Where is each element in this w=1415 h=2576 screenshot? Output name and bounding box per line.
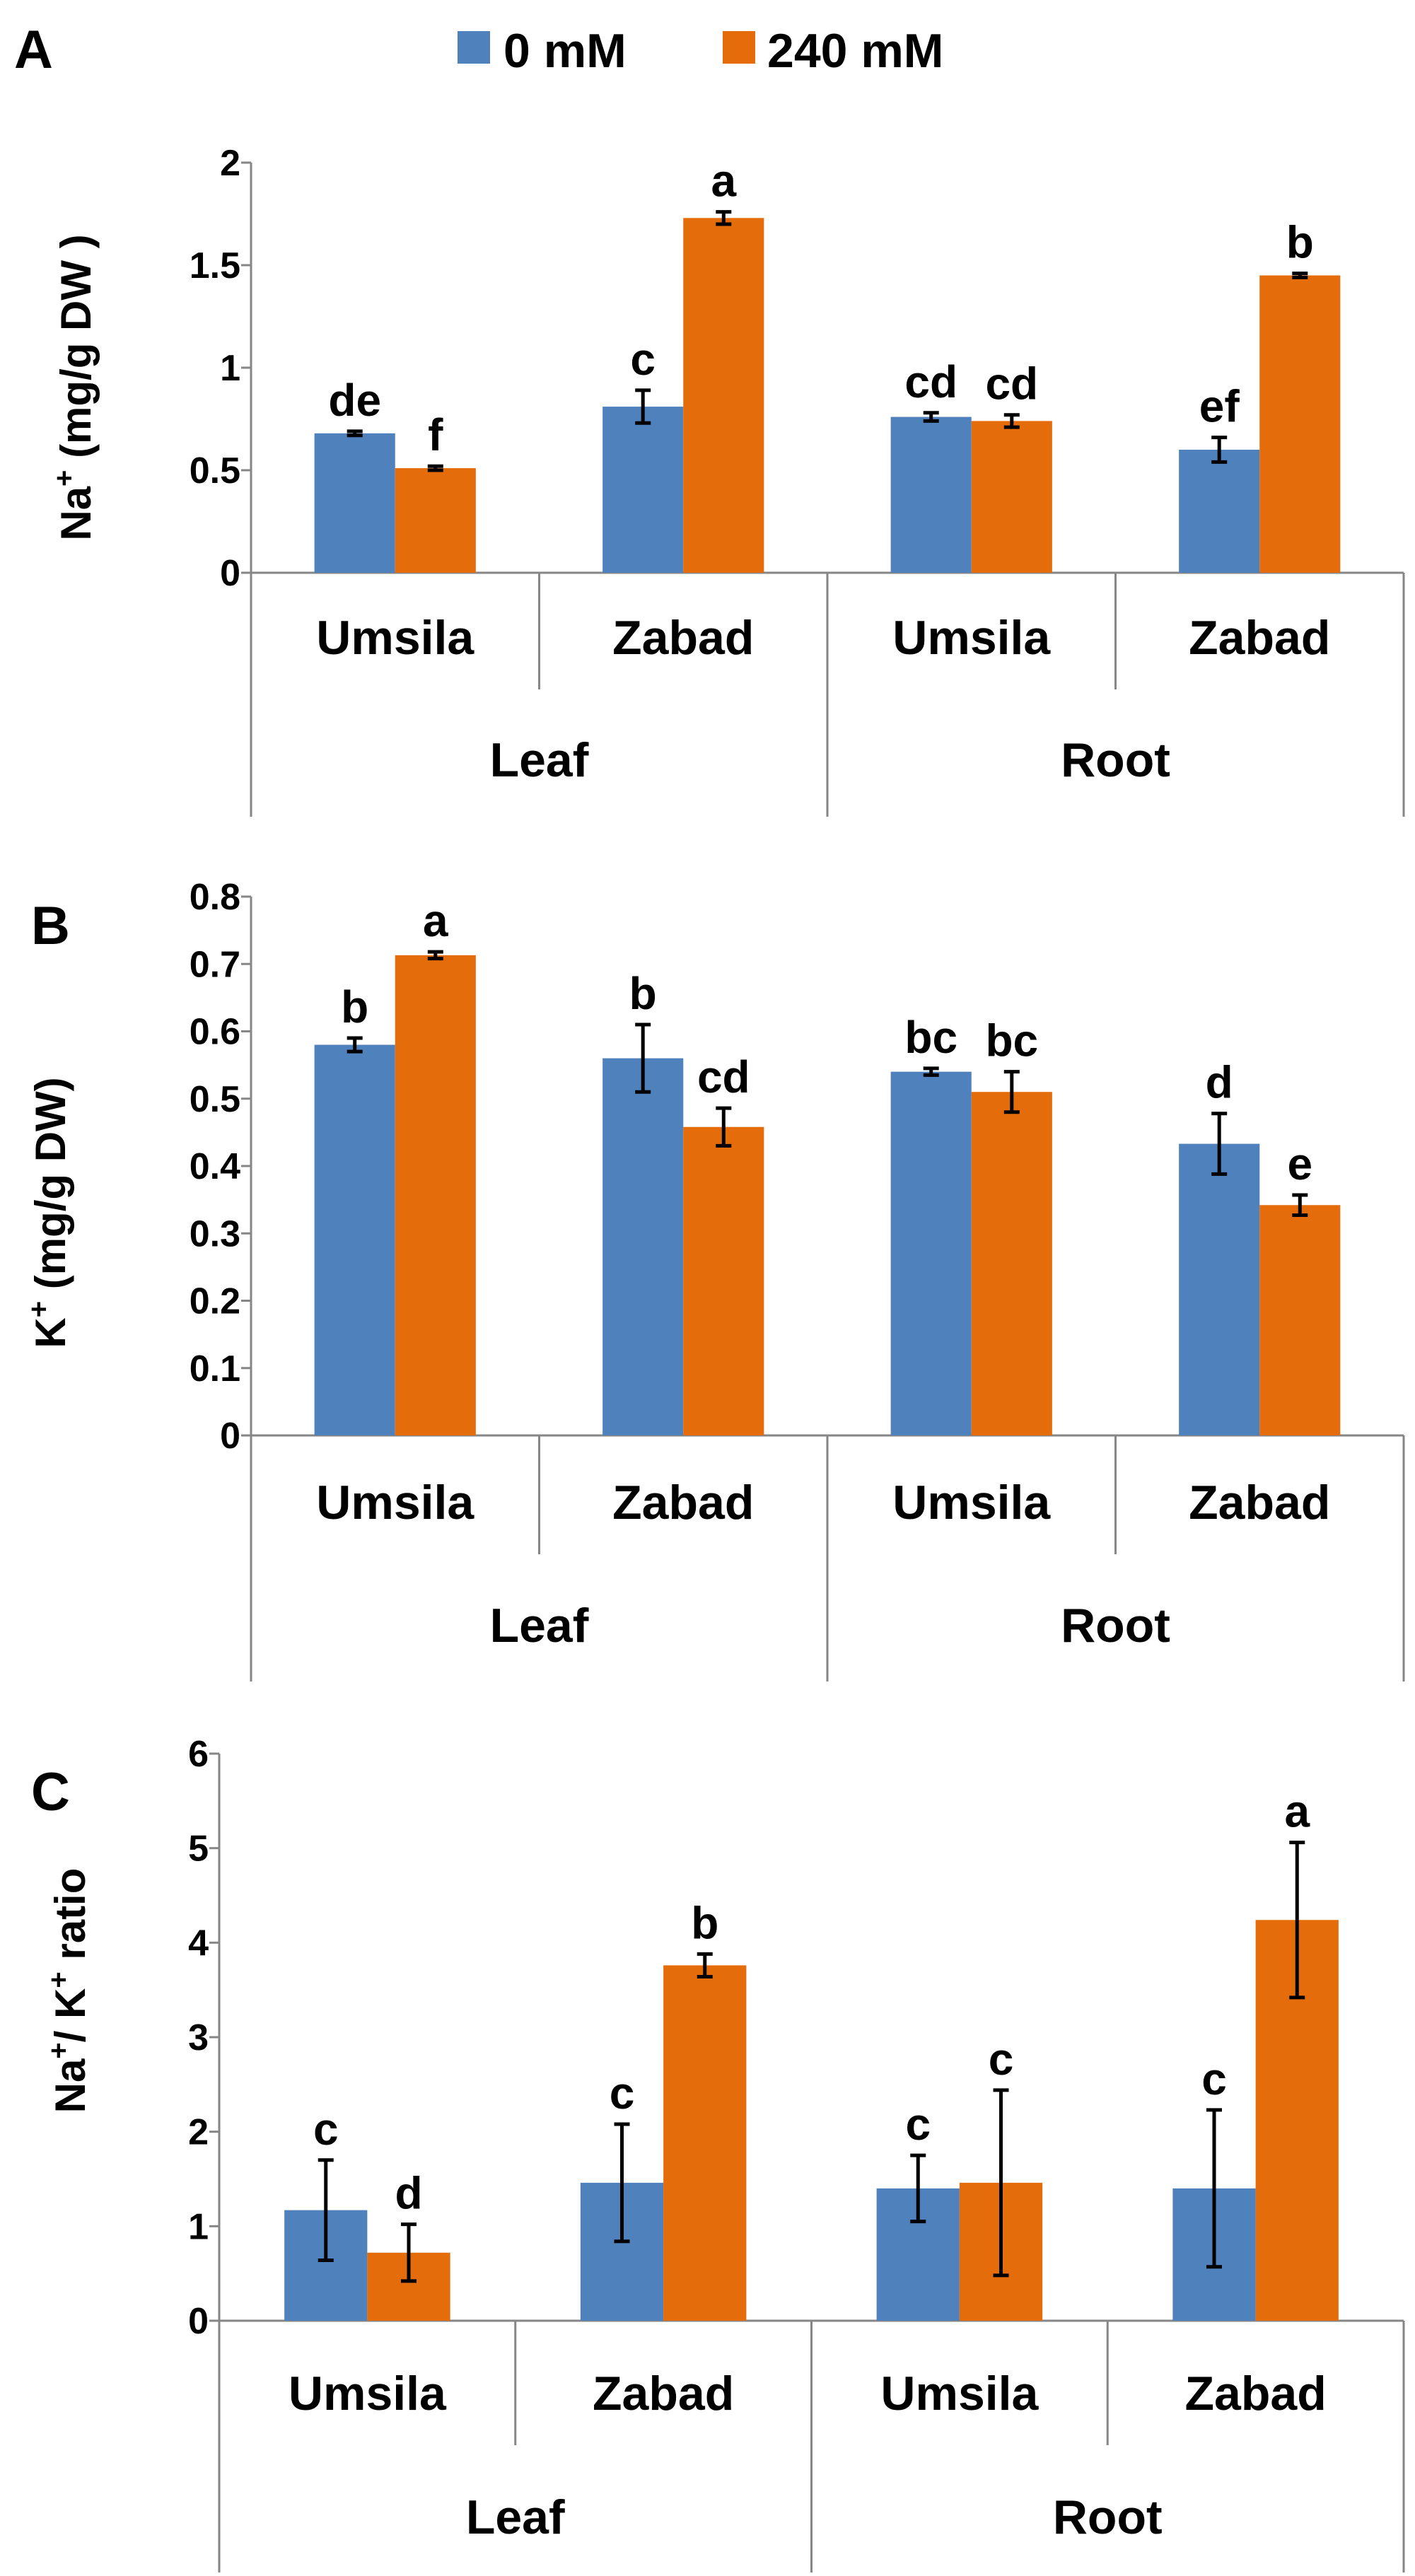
- panel-a-y-axis-title: Na+ (mg/g DW ): [49, 234, 100, 540]
- panel-c-y-tick-label: 1: [188, 2206, 209, 2247]
- panel-a-bar-240mM: [683, 218, 764, 573]
- panel-b-y-tick-label: 0.8: [190, 877, 240, 918]
- panel-a-significance-letter: de: [328, 375, 381, 426]
- panel-c-significance-letter: c: [1201, 2053, 1227, 2104]
- panel-b-group-label: Root: [1061, 1599, 1170, 1653]
- panel-b-bar-0mM: [1179, 1143, 1260, 1435]
- panel-a-significance-letter: f: [428, 409, 443, 460]
- panel-c-category-label: Umsila: [289, 2367, 447, 2420]
- panel-b-category-label: Umsila: [316, 1476, 474, 1529]
- panel-c-significance-letter: c: [610, 2068, 635, 2119]
- panel-a-significance-letter: b: [1286, 217, 1314, 268]
- panel-c-category-label: Zabad: [1185, 2367, 1327, 2420]
- panel-b-significance-letter: a: [423, 895, 448, 946]
- panel-b-bar-0mM: [314, 1044, 395, 1435]
- panel-b-significance-letter: d: [1206, 1057, 1233, 1108]
- legend: 0 mM 240 mM: [458, 24, 943, 78]
- panel-c-y-tick-label: 4: [188, 1923, 209, 1964]
- panel-b-category-label: Zabad: [612, 1476, 754, 1529]
- panel-a-significance-letter: cd: [904, 356, 957, 407]
- panel-b-category-label: Zabad: [1189, 1476, 1330, 1529]
- panel-b-significance-letter: cd: [697, 1051, 750, 1102]
- panel-c-category-label: Umsila: [880, 2367, 1039, 2420]
- panel-a-bar-240mM: [1259, 275, 1341, 573]
- panel-b-category-label: Umsila: [892, 1476, 1051, 1529]
- panel-letter-a: A: [14, 20, 53, 80]
- panel-a-bar-0mM: [602, 407, 684, 573]
- panel-b-y-tick-label: 0: [220, 1416, 240, 1457]
- panel-a-significance-letter: cd: [985, 359, 1038, 409]
- panel-a-y-tick-label: 0: [220, 553, 240, 594]
- panel-b-chart: 00.10.20.30.40.50.60.70.8baUmsilabcdZaba…: [190, 877, 1405, 1682]
- panel-c-significance-letter: b: [691, 1897, 718, 1948]
- panel-c-significance-letter: c: [313, 2104, 339, 2155]
- panel-c-bar-240mM: [663, 1965, 747, 2321]
- panel-c-y-tick-label: 0: [188, 2301, 209, 2342]
- panel-c-y-tick-label: 2: [188, 2112, 209, 2153]
- panel-a-bar-240mM: [971, 421, 1052, 573]
- panel-a-significance-letter: a: [711, 156, 737, 206]
- panel-b-group-label: Leaf: [490, 1599, 589, 1653]
- panel-letter-b: B: [31, 896, 70, 956]
- panel-a-category-label: Zabad: [1189, 611, 1330, 665]
- panel-b-significance-letter: b: [341, 981, 368, 1032]
- panel-c-significance-letter: c: [905, 2099, 931, 2150]
- panel-a-category-label: Umsila: [892, 611, 1051, 665]
- panel-b-bar-240mM: [683, 1126, 764, 1435]
- panel-a-significance-letter: c: [630, 334, 656, 385]
- panel-a-y-tick-label: 2: [220, 143, 240, 184]
- panel-c-significance-letter: c: [989, 2034, 1014, 2085]
- panel-a-group-label: Root: [1061, 733, 1170, 787]
- panel-a-significance-letter: ef: [1199, 381, 1240, 432]
- panel-c-category-label: Zabad: [593, 2367, 734, 2420]
- panel-c-chart: 0 1 2 3 4 5 6 c d Umsila c b Zabad c c Umsila c a Zabad Lea…: [188, 1734, 1405, 2572]
- panel-c-y-tick-label: 6: [188, 1734, 209, 1775]
- panel-b-bar-0mM: [602, 1058, 684, 1435]
- panel-a-group-label: Leaf: [490, 733, 589, 787]
- panel-a-y-tick-label: 1: [220, 348, 240, 389]
- panel-letter-c: C: [31, 1762, 70, 1822]
- panel-b-significance-letter: b: [629, 968, 657, 1019]
- panel-b-significance-letter: e: [1288, 1138, 1313, 1189]
- panel-c-significance-letter: a: [1284, 1786, 1310, 1837]
- panel-b-y-axis-title: K+ (mg/g DW): [23, 1077, 74, 1348]
- panel-b-bar-240mM: [971, 1092, 1052, 1435]
- panel-c-y-tick-label: 5: [188, 1829, 209, 1870]
- panel-a-category-label: Zabad: [612, 611, 754, 665]
- panel-b-y-tick-label: 0.3: [190, 1213, 240, 1254]
- panel-b-y-tick-label: 0.1: [190, 1348, 240, 1389]
- panel-b-bar-0mM: [890, 1071, 972, 1435]
- legend-swatch-240mM: [723, 31, 755, 64]
- panel-a-y-tick-label: 1.5: [190, 245, 240, 286]
- panel-b-significance-letter: bc: [985, 1015, 1038, 1066]
- panel-c-y-axis-title: Na+/ K+ ratio: [43, 1868, 94, 2114]
- panel-c-y-tick-label: 3: [188, 2017, 209, 2058]
- panel-b-bar-240mM: [395, 955, 476, 1435]
- panel-b-y-tick-label: 0.2: [190, 1281, 240, 1322]
- legend-label-240mM: 240 mM: [767, 24, 943, 78]
- panel-b-y-tick-label: 0.5: [190, 1079, 240, 1120]
- panel-c-group-label: Leaf: [466, 2490, 565, 2544]
- panel-a-bar-0mM: [314, 433, 395, 573]
- panel-a-y-tick-label: 0.5: [190, 450, 240, 491]
- panel-c-significance-letter: d: [395, 2168, 422, 2219]
- panel-a-chart: 0 0.5 1 1.5 2 def Umsila c a Zabad cd cd Umsila ef b Za…: [190, 143, 1405, 817]
- panel-b-y-tick-label: 0.6: [190, 1012, 240, 1053]
- panel-b-significance-letter: bc: [904, 1012, 957, 1063]
- panel-a-category-label: Umsila: [316, 611, 474, 665]
- panel-a-bar-240mM: [395, 468, 476, 573]
- panel-b-y-tick-label: 0.4: [190, 1146, 240, 1187]
- panel-c-group-label: Root: [1053, 2490, 1163, 2544]
- panel-a-bar-0mM: [1179, 450, 1260, 573]
- panel-b-y-tick-label: 0.7: [190, 944, 240, 985]
- panel-b-bar-240mM: [1259, 1205, 1341, 1435]
- panel-a-bar-0mM: [890, 416, 972, 573]
- legend-swatch-0mM: [458, 31, 490, 64]
- legend-label-0mM: 0 mM: [503, 24, 627, 78]
